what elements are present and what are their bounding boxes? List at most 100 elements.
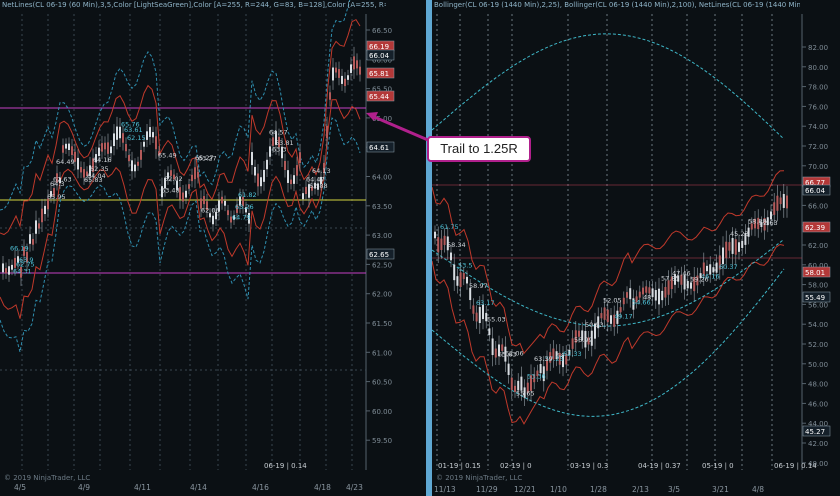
y-tick-label: 56.00 xyxy=(808,301,828,309)
price-annotation: 49.17 xyxy=(614,312,633,320)
chart-60min-canvas[interactable]: 66.5066.0065.5065.0064.5064.0063.5063.00… xyxy=(0,0,426,496)
price-tag xyxy=(802,184,831,196)
chart-panel-daily[interactable]: 82.0080.0078.0076.0074.0072.0070.0068.00… xyxy=(432,0,840,496)
candle-body xyxy=(83,169,85,178)
candle-body xyxy=(302,193,304,200)
contract-label: 02-19 | 0 xyxy=(500,462,532,470)
price-annotation: 64.49 xyxy=(56,158,75,166)
candle-body xyxy=(326,125,328,139)
price-tag-label: 66.19 xyxy=(369,43,389,51)
price-annotation: 58.97 xyxy=(469,282,488,290)
candle-body xyxy=(760,221,763,227)
candle-body xyxy=(782,193,785,208)
candle-body xyxy=(335,67,337,73)
price-tag-label: 58.01 xyxy=(805,269,825,277)
chart-daily-canvas[interactable]: 82.0080.0078.0076.0074.0072.0070.0068.00… xyxy=(432,0,840,496)
candle-body xyxy=(603,307,606,320)
candle-body xyxy=(173,174,175,180)
price-tag xyxy=(802,425,831,437)
price-annotation: 64.47 xyxy=(306,176,325,184)
candle-body xyxy=(552,348,555,360)
candle-body xyxy=(293,175,295,184)
candle-body xyxy=(185,190,187,198)
candle-body xyxy=(251,152,253,166)
y-tick-label: 40.00 xyxy=(808,460,828,468)
price-annotation: 64.31 xyxy=(13,267,32,275)
price-annotation: 48 xyxy=(643,293,651,301)
y-tick-label: 78.00 xyxy=(808,84,828,92)
candle-body xyxy=(475,312,478,322)
x-tick-label: 4/16 xyxy=(252,483,269,492)
candle-body xyxy=(658,288,660,305)
panel-separator[interactable] xyxy=(426,0,432,496)
candle-body xyxy=(338,69,340,78)
candle-body xyxy=(212,215,214,225)
candle-body xyxy=(128,155,130,162)
price-tag-label: 62.65 xyxy=(369,251,389,259)
candle-body xyxy=(329,92,331,100)
price-annotation: 53.36 xyxy=(527,373,546,381)
candle-body xyxy=(626,292,628,298)
candle-body xyxy=(709,264,712,275)
candle-body xyxy=(89,165,91,177)
price-annotation: 64.57 xyxy=(269,129,288,137)
indicator-header: NetLines(CL 06-19 (60 Min),3,5,Color [Li… xyxy=(2,1,386,9)
candle-body xyxy=(278,136,280,148)
candle-body xyxy=(507,363,510,375)
candle-body xyxy=(750,223,753,230)
candle-body xyxy=(131,160,133,172)
candle-body xyxy=(622,297,625,305)
price-annotation: 54.66 xyxy=(632,298,651,306)
price-annotation: 55.63 xyxy=(498,350,517,358)
price-annotation: 45.23 xyxy=(730,230,749,238)
price-annotation: 54 xyxy=(556,352,564,360)
candle-body xyxy=(491,338,494,356)
price-tag xyxy=(366,49,395,61)
candle-body xyxy=(686,280,689,289)
candle-body xyxy=(44,205,46,215)
candle-body xyxy=(23,246,25,256)
candle-body xyxy=(8,266,10,275)
y-tick-label: 60.50 xyxy=(372,379,392,387)
candle-body xyxy=(699,273,702,279)
x-tick-label: 2/13 xyxy=(632,485,649,494)
candle-body xyxy=(71,146,73,155)
chart-panel-60min[interactable]: 66.5066.0065.5065.0064.5064.0063.5063.00… xyxy=(0,0,426,496)
price-tag xyxy=(802,291,831,303)
candle-body xyxy=(443,235,446,245)
candle-body xyxy=(110,146,112,154)
contract-label: 03-19 | 0.3 xyxy=(570,462,608,470)
candle-body xyxy=(734,239,737,255)
candle-body xyxy=(119,126,121,139)
price-annotation: 62.02 xyxy=(164,175,183,183)
candle-body xyxy=(134,164,136,172)
price-annotation: 46.16 xyxy=(701,273,720,281)
price-annotation: 62.35 xyxy=(90,165,109,173)
candle-body xyxy=(341,75,343,84)
candle-body xyxy=(661,290,664,301)
y-tick-label: 61.00 xyxy=(372,349,392,357)
candle-body xyxy=(546,359,548,371)
candle-body xyxy=(472,305,475,314)
candle-body xyxy=(555,351,558,360)
candle-body xyxy=(571,338,574,349)
candle-body xyxy=(450,252,452,261)
candle-body xyxy=(728,242,731,251)
price-annotation: 63.81 xyxy=(275,139,294,147)
candle-body xyxy=(176,180,178,190)
x-tick-label: 3/21 xyxy=(712,485,729,494)
candle-body xyxy=(440,238,443,251)
price-tag xyxy=(366,90,395,102)
candle-body xyxy=(562,355,564,368)
y-tick-label: 63.00 xyxy=(372,232,392,240)
y-tick-label: 63.50 xyxy=(372,203,392,211)
candle-body xyxy=(568,349,571,355)
candle-body xyxy=(773,202,776,215)
candle-body xyxy=(520,376,523,391)
y-tick-label: 52.00 xyxy=(808,341,828,349)
y-tick-label: 64.00 xyxy=(372,174,392,182)
candle-body xyxy=(155,136,157,150)
y-tick-label: 65.50 xyxy=(372,86,392,94)
candle-body xyxy=(606,309,609,323)
price-tag-label: 64.61 xyxy=(369,144,389,152)
